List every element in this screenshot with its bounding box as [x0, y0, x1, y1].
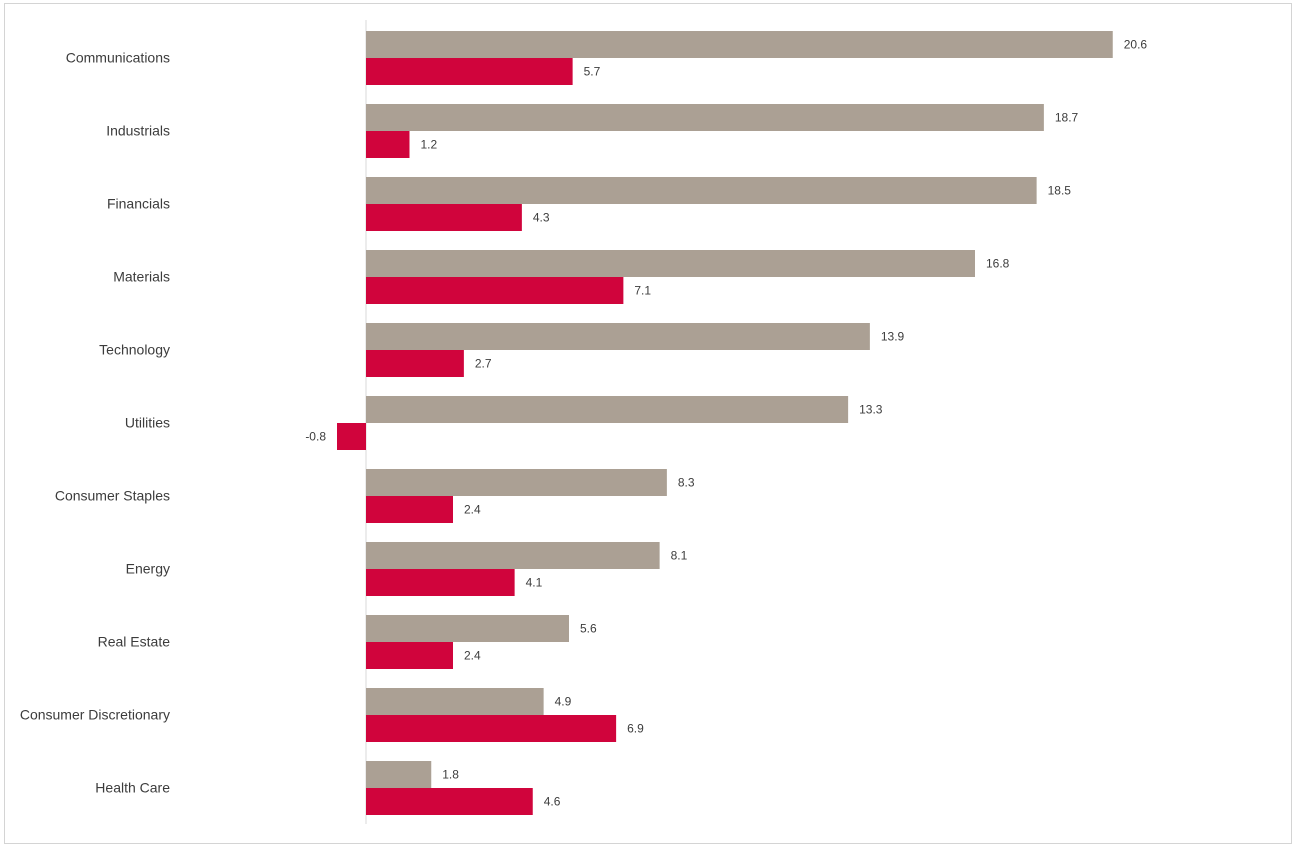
category-label: Energy	[126, 561, 170, 577]
bar-series-1	[366, 396, 849, 423]
category-label: Health Care	[95, 780, 170, 796]
category-label: Consumer Discretionary	[20, 707, 170, 723]
category-label: Materials	[113, 269, 170, 285]
value-label: 13.9	[881, 330, 905, 344]
value-label: 18.7	[1055, 111, 1079, 125]
category-label: Utilities	[125, 415, 170, 431]
bar-series-1	[366, 31, 1113, 58]
bar-series-1	[366, 250, 975, 277]
bar-series-1	[366, 542, 660, 569]
value-label: 18.5	[1048, 184, 1072, 198]
value-label: 8.1	[671, 549, 688, 563]
value-label: 4.6	[544, 795, 561, 809]
value-label: 1.8	[442, 768, 459, 782]
bar-series-2	[366, 642, 453, 669]
value-label: 4.9	[555, 695, 572, 709]
value-label: 7.1	[634, 284, 651, 298]
value-label: 4.3	[533, 211, 550, 225]
category-label: Real Estate	[98, 634, 171, 650]
bar-series-1	[366, 761, 432, 788]
bar-series-2	[366, 569, 515, 596]
bar-series-2	[366, 788, 533, 815]
bar-series-1	[366, 323, 870, 350]
bars-layer	[337, 31, 1113, 815]
bar-series-1	[366, 177, 1037, 204]
bar-series-1	[366, 688, 544, 715]
bar-series-2	[366, 496, 453, 523]
bar-series-2	[366, 277, 624, 304]
value-label: 5.6	[580, 622, 597, 636]
bar-series-1	[366, 615, 569, 642]
value-label: 20.6	[1124, 38, 1148, 52]
value-label: 5.7	[584, 65, 601, 79]
bar-series-2	[366, 715, 617, 742]
value-label: 6.9	[627, 722, 644, 736]
category-label: Consumer Staples	[55, 488, 170, 504]
value-label: 2.4	[464, 649, 481, 663]
value-label: -0.8	[305, 430, 326, 444]
value-label: 2.7	[475, 357, 492, 371]
value-label: 13.3	[859, 403, 883, 417]
value-label: 2.4	[464, 503, 481, 517]
labels-layer: Communications 20.6 5.7 Industrials 18.7 1.2 F…	[20, 38, 1148, 809]
category-label: Industrials	[106, 123, 170, 139]
bar-series-2	[366, 58, 573, 85]
bar-series-1	[366, 469, 667, 496]
category-label: Technology	[99, 342, 170, 358]
bar-series-2	[366, 204, 522, 231]
bar-series-1	[366, 104, 1044, 131]
chart-frame	[4, 3, 1292, 844]
category-label: Communications	[66, 50, 170, 66]
bar-series-2	[366, 131, 410, 158]
category-label: Financials	[107, 196, 170, 212]
value-label: 16.8	[986, 257, 1010, 271]
bar-series-2	[337, 423, 366, 450]
value-label: 4.1	[526, 576, 543, 590]
value-label: 1.2	[421, 138, 438, 152]
value-label: 8.3	[678, 476, 695, 490]
bar-series-2	[366, 350, 464, 377]
